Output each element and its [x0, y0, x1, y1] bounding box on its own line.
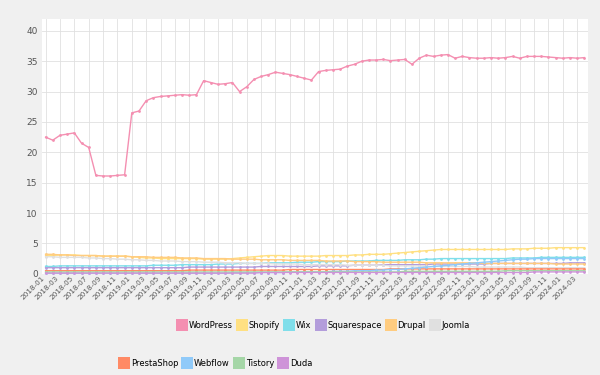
Legend: WordPress, Shopify, Wix, Squarespace, Drupal, Joomla: WordPress, Shopify, Wix, Squarespace, Dr… — [175, 318, 473, 333]
Legend: PrestaShop, Webflow, Tistory, Duda: PrestaShop, Webflow, Tistory, Duda — [116, 355, 316, 371]
